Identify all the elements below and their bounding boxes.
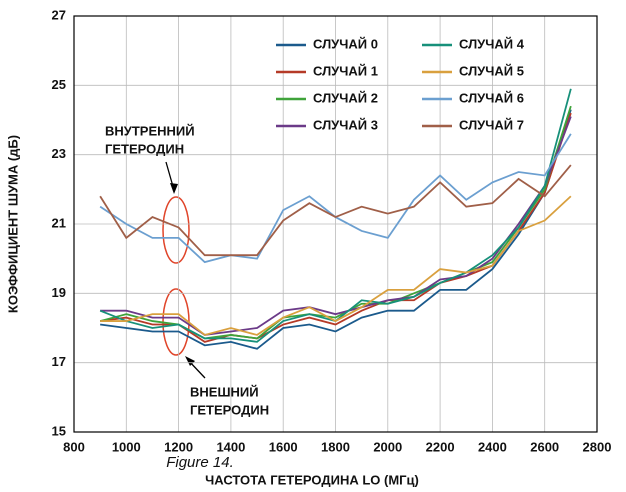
annotation: ГЕТЕРОДИН	[105, 141, 184, 156]
x-tick-label: 1000	[112, 439, 141, 454]
legend-label: СЛУЧАЙ 0	[313, 36, 378, 51]
x-tick-label: 1400	[216, 439, 245, 454]
highlight-ellipse	[162, 196, 190, 264]
legend-label: СЛУЧАЙ 5	[459, 63, 524, 78]
legend-label: СЛУЧАЙ 1	[313, 63, 378, 78]
x-axis-label: ЧАСТОТА ГЕТЕРОДИНА LO (МГц)	[205, 472, 419, 487]
legend-label: СЛУЧАЙ 2	[313, 90, 378, 105]
x-tick-label: 2800	[583, 439, 612, 454]
annotation: ГЕТЕРОДИН	[190, 402, 269, 417]
legend-label: СЛУЧАЙ 4	[459, 36, 525, 51]
caption: Figure 14.	[166, 454, 234, 471]
legend: СЛУЧАЙ 0 СЛУЧАЙ 1 СЛУЧАЙ 2 СЛУЧАЙ 3 СЛУЧАЙ 4…	[276, 36, 525, 132]
y-tick-label: 27	[52, 7, 66, 22]
legend-label: СЛУЧАЙ 7	[459, 117, 524, 132]
arrow-head	[170, 183, 178, 194]
y-tick-label: 19	[52, 285, 66, 300]
y-tick-label: 15	[52, 423, 66, 438]
series-line	[100, 195, 572, 336]
legend-label: СЛУЧАЙ 6	[459, 90, 524, 105]
series-line	[100, 109, 572, 350]
plot-frame	[73, 15, 598, 433]
y-tick-label: 17	[52, 354, 66, 369]
y-axis-label: КОЭФФИЦИЕНТ ШУМА (дБ)	[5, 135, 20, 313]
x-tick-label: 1600	[269, 439, 298, 454]
annotation: ВНЕШНИЙ	[190, 384, 259, 399]
x-tick-label: 2200	[426, 439, 455, 454]
y-tick-label: 25	[52, 77, 66, 92]
arrow-head	[185, 356, 195, 366]
x-tick-label: 1800	[321, 439, 350, 454]
x-tick-label: 1200	[164, 439, 193, 454]
annotation: ВНУТРЕННИЙ	[105, 123, 195, 138]
x-tick-label: 2600	[530, 439, 559, 454]
series-line	[99, 164, 572, 257]
x-tick-label: 2000	[373, 439, 402, 454]
x-tick-label: 800	[63, 439, 85, 454]
x-tick-label: 2400	[478, 439, 507, 454]
y-tick-label: 21	[52, 215, 66, 230]
series-line	[100, 116, 572, 336]
legend-label: СЛУЧАЙ 3	[313, 117, 378, 132]
y-tick-label: 23	[52, 146, 66, 161]
